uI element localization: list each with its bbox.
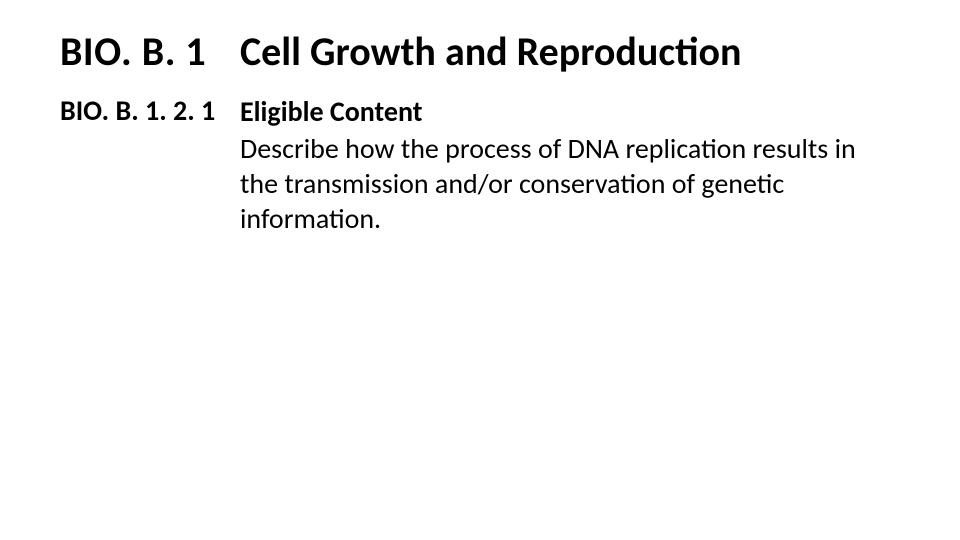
content-heading: Eligible Content: [240, 94, 900, 129]
content-body: Describe how the process of DNA replicat…: [240, 131, 900, 236]
content-code-cell: BIO. B. 1. 2. 1: [60, 94, 240, 128]
content-row: BIO. B. 1. 2. 1 Eligible Content Describ…: [60, 94, 920, 236]
standard-code: BIO. B. 1: [60, 28, 240, 76]
header-code-cell: BIO. B. 1: [60, 28, 240, 76]
standard-title: Cell Growth and Reproduction: [240, 28, 900, 76]
header-title-cell: Cell Growth and Reproduction: [240, 28, 920, 76]
content-body-cell: Eligible Content Describe how the proces…: [240, 94, 920, 236]
substandard-code: BIO. B. 1. 2. 1: [60, 94, 240, 128]
header-row: BIO. B. 1 Cell Growth and Reproduction: [60, 28, 920, 76]
slide: BIO. B. 1 Cell Growth and Reproduction B…: [0, 0, 960, 540]
